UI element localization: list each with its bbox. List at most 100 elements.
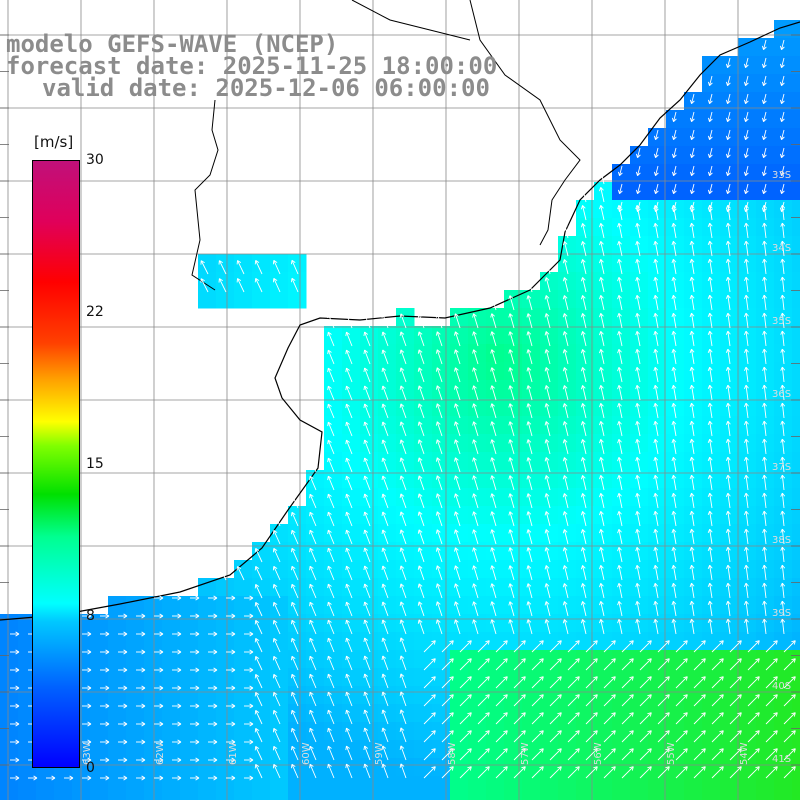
wind-arrow	[743, 93, 749, 105]
wind-arrow	[689, 510, 695, 527]
wind-arrow	[562, 349, 569, 365]
wind-arrow	[272, 709, 281, 725]
wind-arrow	[526, 529, 533, 545]
wind-cell	[594, 272, 613, 291]
wind-arrow	[526, 421, 533, 437]
wind-arrow	[154, 649, 164, 655]
wind-cell	[414, 740, 433, 759]
wind-arrow	[327, 421, 335, 437]
wind-arrow	[585, 676, 598, 689]
wind-arrow	[254, 278, 263, 293]
wind-cell	[540, 488, 559, 507]
wind-arrow	[765, 712, 778, 725]
wind-arrow	[653, 438, 659, 455]
wind-cell	[414, 344, 433, 363]
wind-arrow	[653, 276, 659, 293]
wind-cell	[144, 758, 163, 777]
longitude-label: 56W	[593, 742, 604, 765]
wind-arrow	[783, 676, 796, 689]
wind-arrow	[454, 385, 461, 401]
wind-arrow	[272, 637, 281, 653]
wind-arrow	[744, 528, 749, 545]
wind-cell	[468, 434, 487, 453]
wind-arrow	[675, 640, 688, 653]
wind-arrow	[435, 583, 443, 599]
wind-arrow	[490, 475, 497, 491]
wind-arrow	[707, 147, 713, 159]
valid-date: valid date: 2025-12-06 06:00:00	[42, 74, 490, 102]
wind-cell	[378, 776, 397, 795]
wind-cell	[234, 614, 253, 633]
wind-cell	[288, 740, 307, 759]
wind-cell	[558, 632, 577, 651]
wind-arrow	[291, 655, 299, 671]
wind-arrow	[617, 295, 623, 311]
wind-arrow	[653, 147, 659, 159]
wind-cell	[324, 650, 343, 669]
wind-cell	[558, 326, 577, 345]
wind-arrow	[657, 676, 670, 689]
wind-arrow	[454, 493, 461, 509]
wind-arrow	[599, 349, 605, 365]
wind-cell	[648, 434, 667, 453]
wind-arrow	[417, 565, 425, 581]
wind-arrow	[327, 709, 335, 725]
wind-cell	[504, 488, 523, 507]
wind-cell	[720, 344, 739, 363]
wind-arrow	[635, 402, 641, 419]
wind-cell	[738, 290, 757, 309]
wind-cell	[216, 704, 235, 723]
wind-arrow	[761, 57, 767, 69]
wind-cell	[378, 632, 397, 651]
wind-cell	[720, 722, 739, 741]
wind-arrow	[435, 313, 443, 329]
wind-arrow	[454, 583, 461, 599]
coastline	[0, 0, 800, 621]
wind-cell	[756, 128, 775, 147]
wind-arrow	[780, 510, 786, 527]
wind-arrow	[671, 129, 677, 141]
wind-cell	[684, 452, 703, 471]
wind-arrow	[172, 613, 182, 619]
wind-cell	[738, 596, 757, 615]
wind-arrow	[544, 583, 551, 599]
wind-cell	[522, 398, 541, 417]
wind-cell	[702, 272, 721, 291]
wind-cell	[738, 416, 757, 435]
wind-arrow	[689, 492, 695, 509]
wind-cell	[198, 254, 217, 273]
wind-cell	[666, 650, 685, 669]
wind-cell	[594, 722, 613, 741]
wind-arrow	[780, 546, 786, 563]
wind-arrow	[599, 223, 605, 239]
wind-cell	[414, 362, 433, 381]
wind-arrow	[472, 565, 479, 581]
wind-arrow	[711, 712, 724, 725]
wind-arrow	[617, 259, 623, 275]
wind-cell	[396, 704, 415, 723]
wind-cell	[684, 758, 703, 777]
wind-arrow	[345, 709, 353, 725]
wind-cell	[702, 560, 721, 579]
wind-cell	[666, 110, 685, 129]
wind-arrow	[345, 349, 353, 365]
wind-arrow	[327, 529, 335, 545]
wind-arrow	[707, 348, 713, 365]
wind-arrow	[82, 685, 92, 691]
wind-cell	[720, 74, 739, 93]
wind-arrow	[544, 475, 551, 491]
wind-cell	[540, 776, 559, 795]
wind-cell	[450, 776, 469, 795]
wind-arrow	[562, 367, 569, 383]
wind-arrow	[154, 757, 164, 763]
wind-cell	[378, 488, 397, 507]
wind-arrow	[689, 111, 695, 123]
wind-cell	[702, 434, 721, 453]
wind-cell	[612, 722, 631, 741]
wind-arrow	[363, 637, 371, 653]
wind-arrow	[399, 511, 407, 527]
wind-cell	[576, 434, 595, 453]
wind-arrow	[544, 277, 551, 293]
wind-arrow	[531, 712, 544, 725]
wind-arrow	[244, 703, 254, 709]
